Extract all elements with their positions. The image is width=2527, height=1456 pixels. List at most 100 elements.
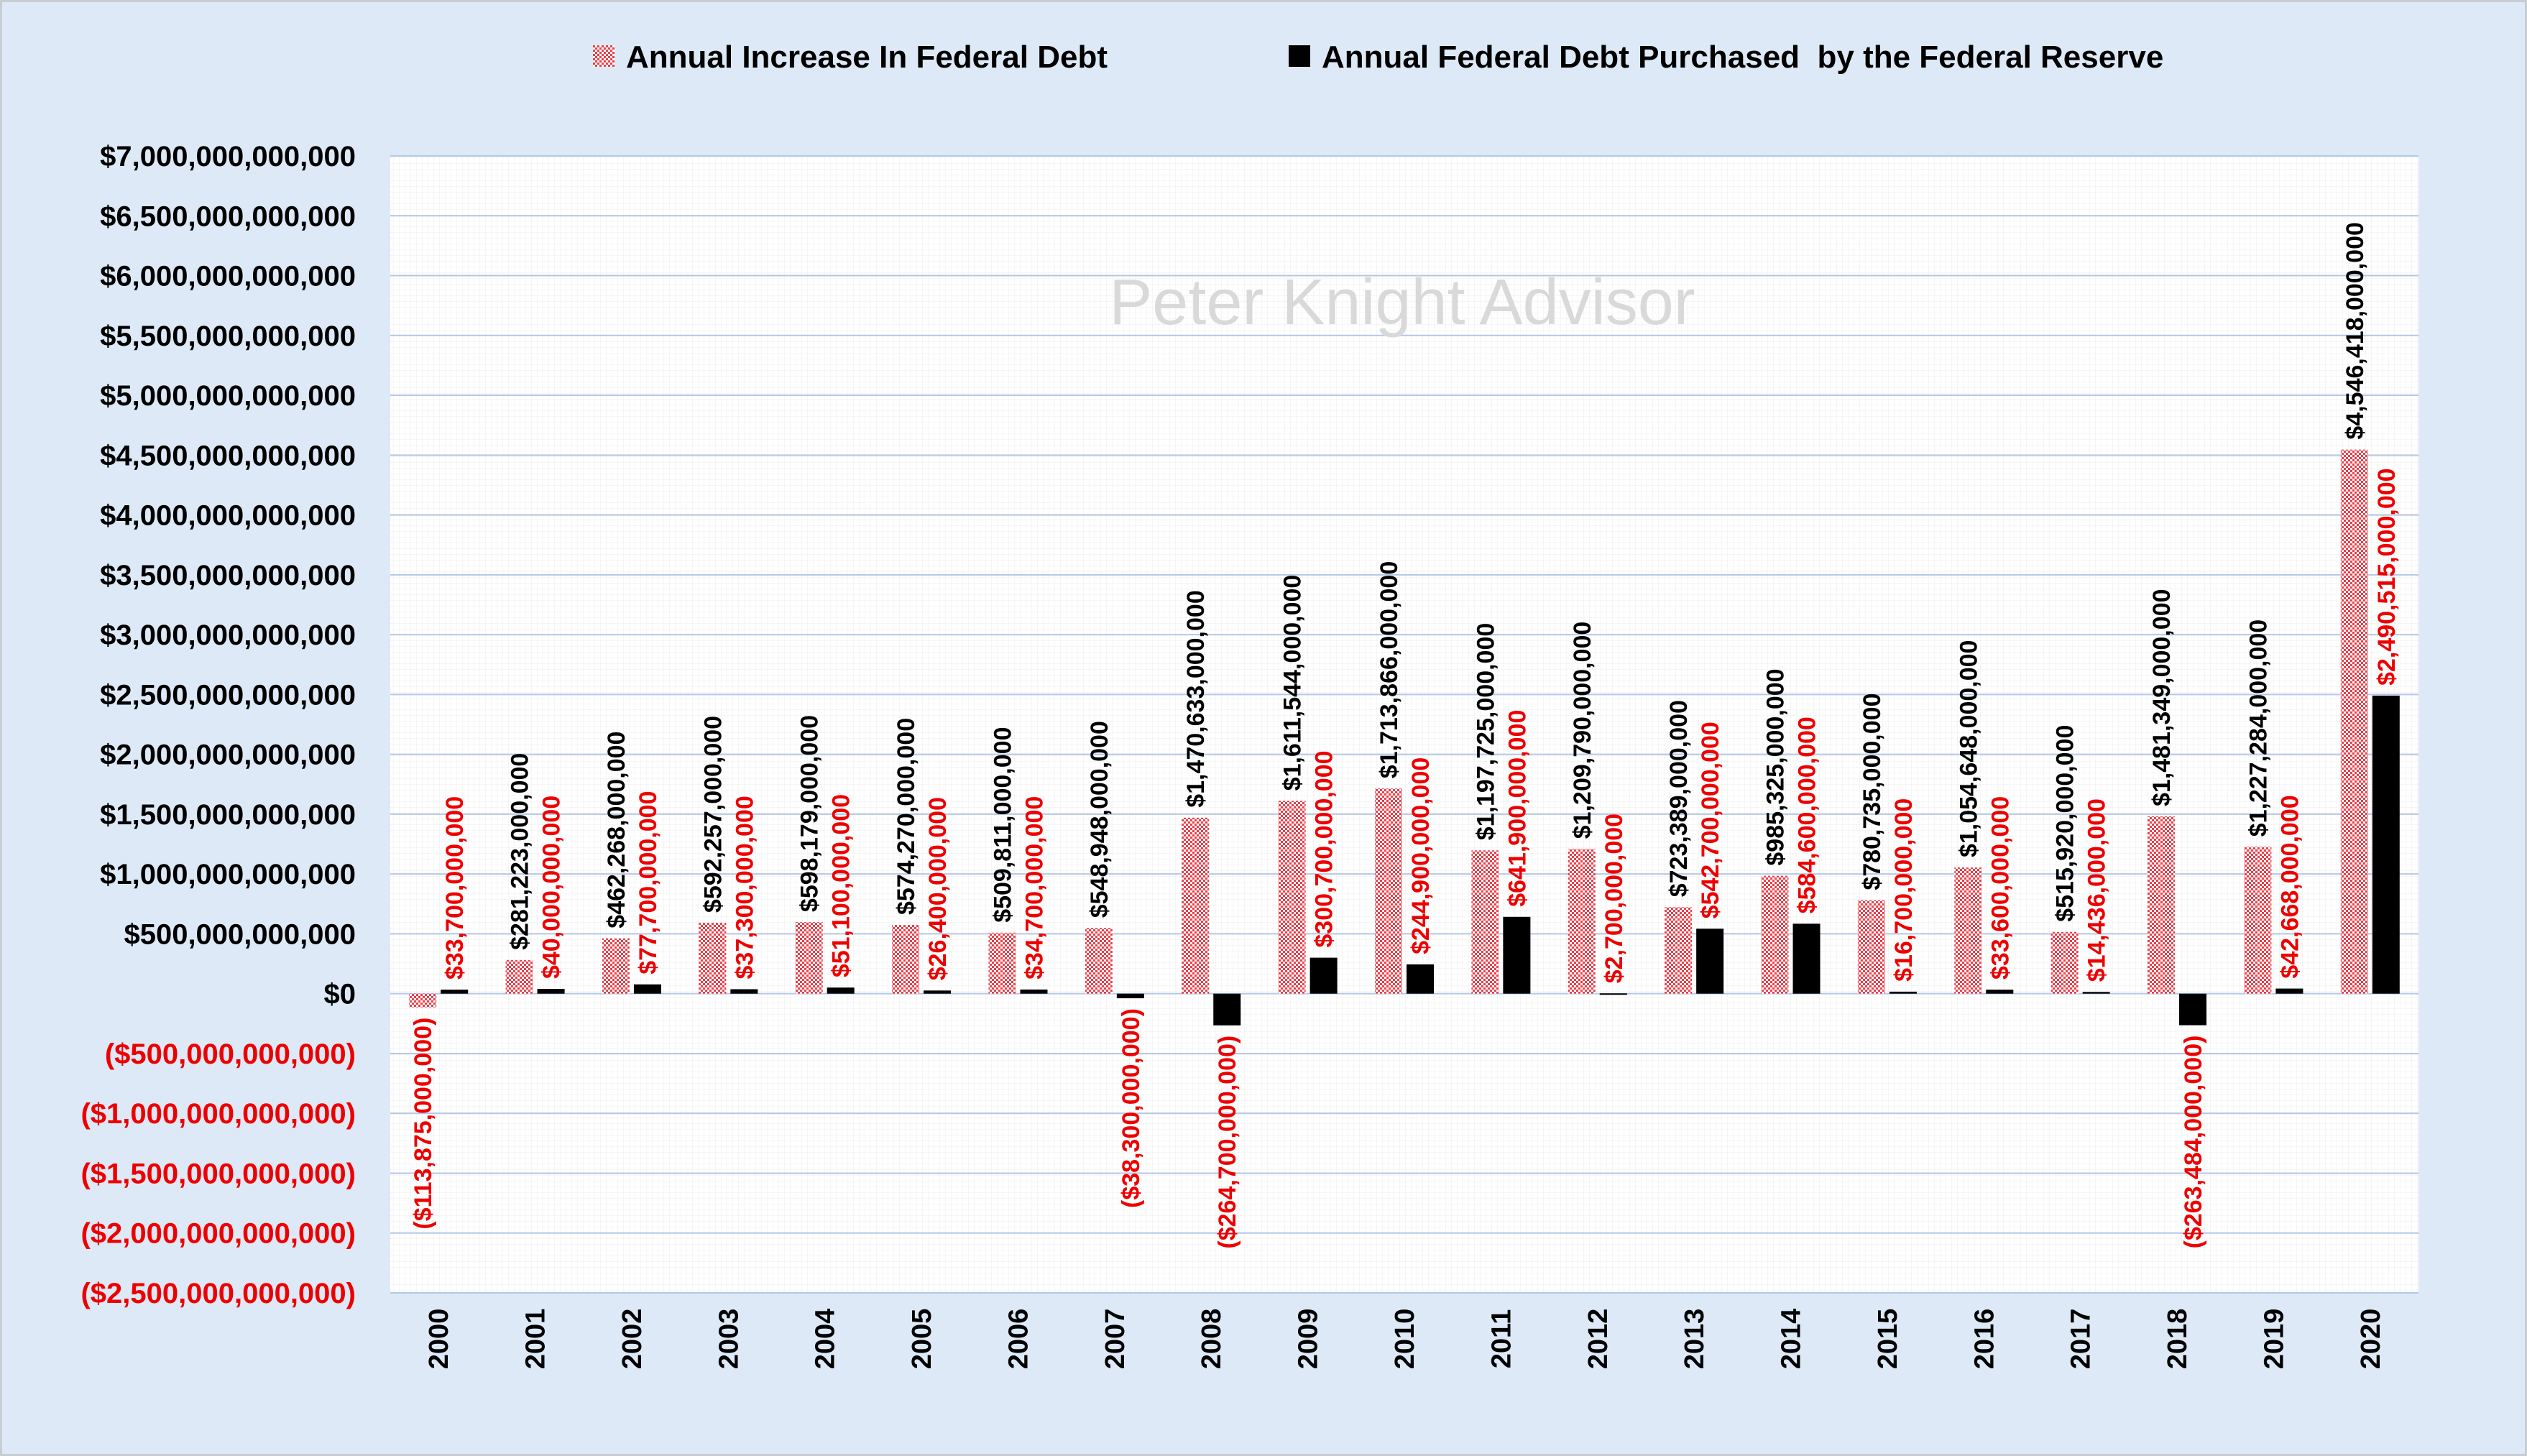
bar-debt-increase bbox=[1085, 928, 1113, 994]
bar-fed-purchase bbox=[2082, 992, 2110, 994]
data-label-fed-purchase: $77,700,000,000 bbox=[635, 791, 662, 974]
bar-debt-increase bbox=[795, 922, 823, 994]
data-label-fed-purchase: ($263,484,000,000) bbox=[2180, 1036, 2207, 1249]
x-category-label: 2006 bbox=[1003, 1309, 1034, 1370]
bar-debt-increase bbox=[2244, 847, 2272, 994]
data-label-debt-increase: $1,470,633,000,000 bbox=[1182, 590, 1210, 808]
x-category-label: 2019 bbox=[2259, 1309, 2289, 1370]
data-label-debt-increase: $592,257,000,000 bbox=[699, 716, 727, 913]
y-tick-label: $0 bbox=[324, 979, 356, 1010]
x-category-label: 2015 bbox=[1873, 1309, 1903, 1370]
y-tick-label: $5,500,000,000,000 bbox=[100, 321, 356, 352]
x-category-label: 2002 bbox=[617, 1309, 648, 1370]
bar-fed-purchase bbox=[924, 990, 952, 994]
y-tick-label: $1,000,000,000,000 bbox=[100, 859, 356, 890]
bar-fed-purchase bbox=[1309, 957, 1338, 994]
y-tick-label: ($2,000,000,000,000) bbox=[80, 1218, 356, 1250]
data-label-debt-increase: $515,920,000,000 bbox=[2052, 725, 2079, 922]
x-category-label: 2007 bbox=[1100, 1309, 1131, 1370]
x-category-label: 2000 bbox=[424, 1309, 454, 1370]
x-category-label: 2016 bbox=[1969, 1309, 1999, 1370]
bar-debt-increase bbox=[892, 925, 920, 994]
y-tick-label: ($1,500,000,000,000) bbox=[80, 1158, 356, 1189]
y-tick-label: $4,500,000,000,000 bbox=[100, 440, 356, 471]
data-label-debt-increase: $548,948,000,000 bbox=[1086, 721, 1113, 918]
bar-fed-purchase bbox=[1889, 991, 1917, 994]
y-tick-label: $3,000,000,000,000 bbox=[100, 619, 356, 651]
data-label-fed-purchase: $300,700,000,000 bbox=[1311, 750, 1338, 947]
data-label-debt-increase: $509,811,000,000 bbox=[989, 727, 1016, 922]
data-label-debt-increase: $4,546,418,000,000 bbox=[2342, 222, 2369, 440]
x-category-label: 2017 bbox=[2066, 1309, 2096, 1370]
data-label-debt-increase: $1,054,648,000,000 bbox=[1955, 640, 1982, 858]
legend-label-debt-increase: Annual Increase In Federal Debt bbox=[626, 40, 1108, 75]
data-label-fed-purchase: ($38,300,000,000) bbox=[1118, 1008, 1145, 1208]
data-label-debt-increase: $985,325,000,000 bbox=[1762, 668, 1790, 865]
data-label-debt-increase: $1,713,866,000,000 bbox=[1376, 561, 1403, 779]
bar-debt-increase bbox=[1568, 849, 1596, 994]
watermark-text: Peter Knight Advisor bbox=[1109, 267, 1695, 338]
x-category-label: 2012 bbox=[1583, 1309, 1614, 1370]
bar-fed-purchase bbox=[1792, 923, 1821, 994]
bar-fed-purchase bbox=[1503, 916, 1531, 994]
data-label-fed-purchase: $33,700,000,000 bbox=[441, 796, 469, 980]
bar-debt-increase bbox=[1278, 801, 1306, 994]
legend-swatch-fed-purchase bbox=[1289, 45, 1310, 67]
data-label-fed-purchase: $42,668,000,000 bbox=[2276, 795, 2303, 978]
bar-fed-purchase bbox=[2275, 988, 2303, 994]
bar-debt-increase bbox=[602, 938, 630, 994]
data-label-debt-increase: $462,268,000,000 bbox=[603, 732, 630, 929]
x-category-label: 2003 bbox=[714, 1309, 744, 1370]
bar-fed-purchase bbox=[2179, 993, 2207, 1026]
bar-debt-increase bbox=[505, 959, 533, 994]
data-label-fed-purchase: $2,700,000,000 bbox=[1601, 814, 1628, 983]
x-category-label: 2020 bbox=[2356, 1309, 2386, 1370]
bar-debt-increase bbox=[1857, 900, 1885, 994]
data-label-fed-purchase: $40,000,000,000 bbox=[538, 796, 566, 979]
data-label-fed-purchase: $14,436,000,000 bbox=[2084, 798, 2111, 982]
bar-fed-purchase bbox=[441, 990, 469, 994]
bar-debt-increase bbox=[1761, 875, 1789, 994]
bar-debt-increase bbox=[409, 993, 437, 1008]
legend-swatch-debt-increase bbox=[593, 45, 615, 67]
bar-fed-purchase bbox=[1696, 929, 1724, 994]
x-category-label: 2018 bbox=[2163, 1309, 2193, 1370]
bar-debt-increase bbox=[1182, 817, 1210, 994]
bar-debt-increase bbox=[1375, 788, 1402, 994]
data-label-debt-increase: $574,270,000,000 bbox=[893, 718, 920, 915]
data-label-fed-purchase: $26,400,000,000 bbox=[924, 797, 952, 980]
data-label-fed-purchase: $2,490,515,000,000 bbox=[2373, 468, 2401, 686]
x-category-label: 2011 bbox=[1486, 1309, 1516, 1368]
bar-fed-purchase bbox=[1599, 993, 1627, 995]
data-label-fed-purchase: ($264,700,000,000) bbox=[1214, 1036, 1241, 1249]
bar-fed-purchase bbox=[1407, 964, 1434, 994]
x-category-label: 2001 bbox=[521, 1309, 551, 1370]
data-label-fed-purchase: $34,700,000,000 bbox=[1021, 796, 1048, 980]
y-tick-label: ($2,500,000,000,000) bbox=[80, 1278, 356, 1309]
y-tick-label: $1,500,000,000,000 bbox=[100, 799, 356, 831]
data-label-fed-purchase: $16,700,000,000 bbox=[1890, 798, 1918, 982]
y-tick-label: $7,000,000,000,000 bbox=[100, 141, 356, 172]
y-tick-label: $4,000,000,000,000 bbox=[100, 500, 356, 532]
x-category-label: 2010 bbox=[1390, 1309, 1420, 1370]
data-label-debt-increase: $281,223,000,000 bbox=[507, 753, 534, 950]
y-tick-label: $5,000,000,000,000 bbox=[100, 380, 356, 412]
data-label-debt-increase: $1,209,790,000,000 bbox=[1569, 622, 1596, 839]
data-label-debt-increase: $1,227,284,000,000 bbox=[2245, 619, 2272, 837]
bar-fed-purchase bbox=[1213, 993, 1241, 1026]
data-label-fed-purchase: $542,700,000,000 bbox=[1697, 722, 1724, 918]
data-label-debt-increase: ($113,875,000,000) bbox=[410, 1018, 437, 1230]
bar-debt-increase bbox=[1954, 867, 1982, 994]
plot-area bbox=[390, 156, 2418, 1293]
legend-label-fed-purchase: Annual Federal Debt Purchased by the Fed… bbox=[1322, 40, 2163, 75]
y-tick-label: $2,000,000,000,000 bbox=[100, 739, 356, 771]
bar-fed-purchase bbox=[2372, 695, 2400, 994]
y-tick-label: ($500,000,000,000) bbox=[105, 1038, 356, 1070]
y-tick-label: $2,500,000,000,000 bbox=[100, 679, 356, 711]
x-category-label: 2004 bbox=[811, 1309, 841, 1370]
bar-fed-purchase bbox=[633, 984, 661, 994]
bar-debt-increase bbox=[2148, 816, 2176, 994]
y-tick-label: $500,000,000,000 bbox=[124, 918, 356, 950]
